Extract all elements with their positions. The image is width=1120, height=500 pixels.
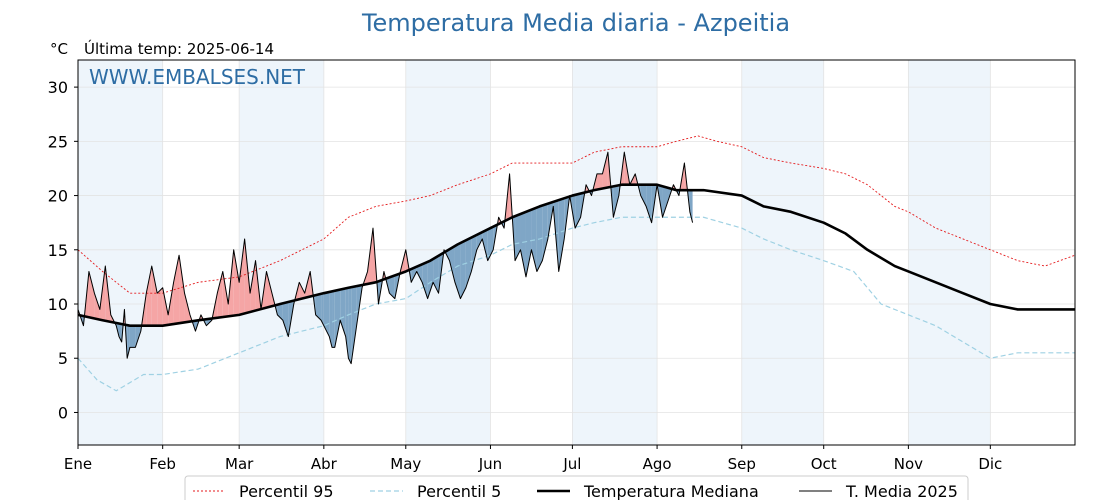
legend: Percentil 95 Percentil 5 Temperatura Med…: [184, 475, 969, 500]
below-median-fill: [351, 286, 357, 364]
plot-frame: [77, 59, 1076, 446]
below-median-fill: [520, 211, 526, 277]
below-median-fill: [433, 255, 439, 294]
month-band: [741, 60, 824, 445]
above-median-fill: [233, 249, 240, 316]
y-tick-label: 15: [48, 241, 68, 260]
y-tick-label: 25: [48, 132, 68, 151]
below-median-fill: [389, 275, 395, 299]
chart-title: Temperatura Media diaria - Azpeitia: [361, 9, 790, 37]
below-median-fill: [332, 290, 335, 348]
above-median-fill: [239, 238, 245, 315]
below-median-fill: [471, 234, 477, 272]
above-median-fill: [250, 260, 256, 312]
above-median-fill: [244, 238, 251, 314]
above-median-fill: [217, 271, 223, 318]
above-median-fill: [299, 282, 305, 300]
month-band: [572, 60, 658, 445]
below-median-fill: [476, 232, 483, 250]
below-median-fill: [454, 243, 461, 299]
above-median-fill: [596, 173, 603, 190]
below-median-fill: [334, 289, 341, 348]
below-median-fill: [282, 301, 289, 337]
below-median-fill: [515, 214, 521, 261]
legend-current-label: T. Media 2025: [845, 482, 958, 500]
unit-label: °C: [50, 40, 68, 58]
above-median-fill: [222, 271, 229, 318]
below-median-fill: [315, 293, 322, 321]
below-median-fill: [427, 259, 434, 299]
above-median-fill: [146, 266, 152, 326]
below-median-fill: [689, 190, 693, 223]
month-bands: [78, 60, 991, 445]
above-median-fill: [179, 255, 185, 324]
month-band: [908, 60, 991, 445]
below-median-fill: [449, 245, 455, 283]
x-tick-label: Nov: [894, 455, 923, 473]
legend-median-label: Temperatura Mediana: [583, 482, 759, 500]
x-tick-label: May: [390, 455, 421, 473]
above-median-fill: [157, 287, 163, 326]
below-median-fill: [542, 203, 548, 261]
x-tick-label: Feb: [149, 455, 176, 473]
y-tick-label: 20: [48, 187, 68, 206]
series-temperatura-mediana: [77, 183, 1075, 328]
x-tick-label: Ene: [64, 455, 92, 473]
month-band: [239, 60, 324, 445]
above-median-fill: [162, 287, 169, 326]
below-median-fill: [613, 185, 619, 218]
below-median-fill: [482, 229, 488, 261]
x-tick-label: Abr: [311, 455, 338, 473]
below-median-fill: [129, 325, 136, 348]
y-tick-label: 10: [48, 295, 68, 314]
watermark: WWW.EMBALSES.NET: [89, 65, 306, 89]
x-tick-label: Mar: [225, 455, 254, 473]
below-median-fill: [348, 287, 352, 364]
below-median-fill: [321, 293, 324, 326]
legend-box: [184, 475, 969, 500]
series-t-media-2025: [77, 151, 694, 365]
above-median-fill: [151, 266, 158, 326]
x-tick-label: Jul: [562, 455, 581, 473]
y-tick-label: 5: [58, 349, 68, 368]
legend-p95-label: Percentil 95: [239, 482, 334, 500]
below-median-fill: [558, 198, 565, 272]
above-median-fill: [94, 293, 100, 320]
below-median-fill: [460, 240, 466, 299]
series-lines: [77, 135, 1076, 392]
x-tick-label: Ago: [643, 455, 672, 473]
below-median-fill: [525, 209, 532, 277]
below-median-fill: [340, 288, 346, 337]
above-median-fill: [602, 152, 608, 189]
below-median-fill: [422, 261, 428, 299]
below-median-fill: [646, 184, 652, 223]
last-temp-label: Última temp: 2025-06-14: [84, 39, 274, 58]
below-median-fill: [640, 184, 647, 207]
legend-p5-label: Percentil 5: [417, 482, 501, 500]
below-median-fill: [411, 266, 417, 283]
x-tick-label: Oct: [811, 455, 837, 473]
month-band: [78, 60, 163, 445]
x-tick-label: Dic: [978, 455, 1002, 473]
below-median-fill: [662, 186, 669, 218]
y-tick-label: 0: [58, 403, 68, 422]
above-median-fill: [266, 271, 272, 308]
x-axis: Ene Feb Mar Abr May Jun Jul Ago Sep Oct Nov Dic: [64, 445, 1002, 473]
above-median-fill: [173, 255, 180, 325]
below-median-fill: [416, 264, 423, 283]
above-median-fill: [88, 271, 95, 319]
y-tick-label: 30: [48, 78, 68, 97]
y-axis: 0 5 10 15 20 25 30: [48, 78, 78, 422]
below-median-fill: [329, 291, 333, 348]
x-tick-label: Sep: [728, 455, 756, 473]
x-tick-label: Jun: [478, 455, 502, 473]
